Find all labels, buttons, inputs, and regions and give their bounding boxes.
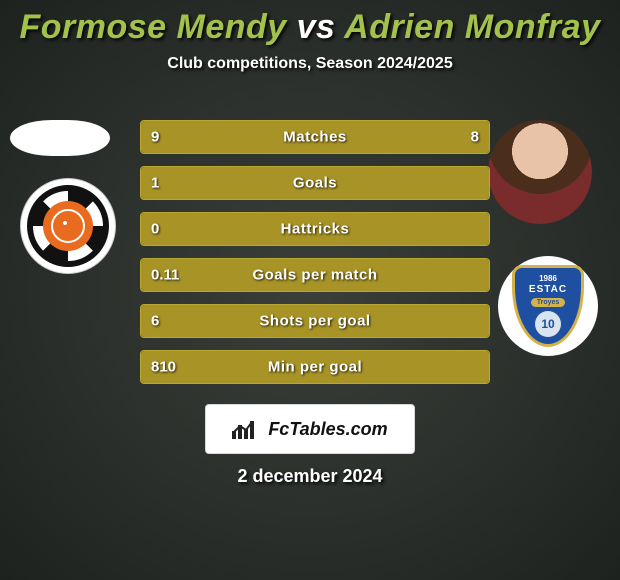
lorient-core-icon: [43, 201, 93, 251]
player2-avatar: [488, 120, 592, 224]
subtitle: Club competitions, Season 2024/2025: [0, 55, 620, 73]
brand-chart-icon: [232, 419, 262, 439]
player1-club-badge: [20, 178, 116, 274]
club-number: 10: [535, 311, 561, 337]
club-city: Troyes: [531, 298, 566, 307]
date-label: 2 december 2024: [0, 466, 620, 487]
stat-row: 0.11 Goals per match: [140, 258, 490, 292]
stat-right-value: 8: [471, 129, 479, 146]
stats-container: 9 Matches 8 1 Goals 0 Hattricks 0.11 Goals per m…: [140, 120, 490, 396]
page-title: Formose Mendy vs Adrien Monfray: [0, 0, 620, 47]
stat-left-value: 6: [151, 313, 159, 330]
stat-row: 0 Hattricks: [140, 212, 490, 246]
stat-row: 1 Goals: [140, 166, 490, 200]
club-label: ESTAC: [529, 284, 567, 295]
stat-row: 6 Shots per goal: [140, 304, 490, 338]
stat-left-value: 810: [151, 359, 176, 376]
brand-text: FcTables.com: [268, 419, 387, 440]
stat-label: Goals per match: [252, 267, 377, 284]
stat-left-value: 0.11: [151, 267, 179, 284]
stat-row: 810 Min per goal: [140, 350, 490, 384]
stat-row: 9 Matches 8: [140, 120, 490, 154]
player1-name: Formose Mendy: [19, 8, 286, 46]
stat-label: Matches: [283, 129, 347, 146]
stat-left-value: 1: [151, 175, 159, 192]
stat-label: Shots per goal: [259, 313, 370, 330]
stat-left-value: 9: [151, 129, 159, 146]
stat-label: Min per goal: [268, 359, 362, 376]
player2-name: Adrien Monfray: [344, 8, 600, 46]
troyes-shield-icon: 1986 ESTAC Troyes 10: [512, 265, 584, 347]
stat-label: Hattricks: [281, 221, 350, 238]
club-year: 1986: [539, 274, 557, 283]
vs-label: vs: [297, 8, 336, 46]
stat-label: Goals: [293, 175, 337, 192]
stat-left-value: 0: [151, 221, 159, 238]
player2-club-badge: 1986 ESTAC Troyes 10: [498, 256, 598, 356]
player1-avatar: [10, 120, 110, 156]
brand-box: FcTables.com: [205, 404, 415, 454]
